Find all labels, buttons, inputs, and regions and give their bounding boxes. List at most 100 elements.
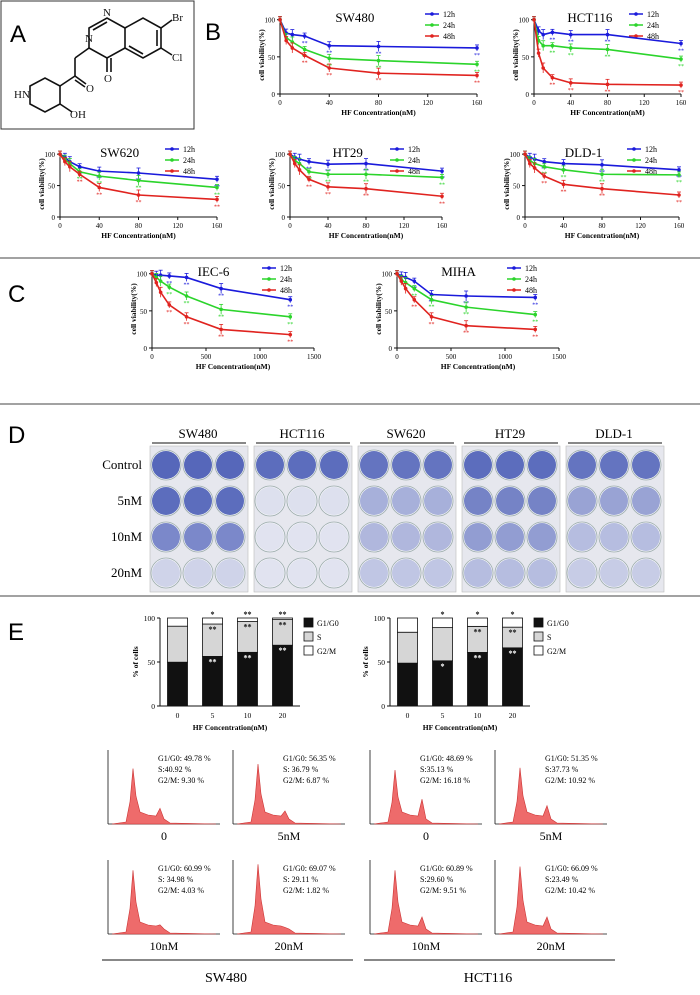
culture-well	[286, 485, 318, 517]
y-axis-label: cell viability(%)	[37, 158, 46, 210]
significance-mark: **	[77, 177, 83, 183]
x-tick-label: 1500	[552, 353, 567, 361]
significance-mark: **	[532, 320, 538, 326]
legend-label-24h: 24h	[183, 156, 195, 165]
data-point	[440, 175, 444, 180]
flow-histogram: G1/G0: 49.78 % S:40.92 % G2/M: 9.30 % 0	[107, 750, 220, 843]
bar-significance: *	[511, 610, 515, 619]
colony-stain	[496, 523, 524, 551]
bar-significance: **	[509, 649, 517, 658]
data-point	[136, 178, 141, 183]
significance-mark: **	[549, 37, 555, 43]
significance-mark: **	[302, 60, 308, 66]
data-point	[600, 186, 604, 191]
colony-stain	[392, 523, 420, 551]
chart-title: HT29	[333, 145, 363, 160]
data-point	[532, 166, 537, 170]
significance-mark: **	[605, 89, 611, 95]
data-point	[292, 161, 297, 166]
significance-mark: **	[326, 51, 332, 57]
legend-label-48h: 48h	[408, 167, 420, 176]
data-point	[376, 44, 381, 49]
data-point	[550, 30, 555, 35]
culture-well	[598, 485, 630, 517]
x-tick-label: 120	[635, 222, 646, 230]
significance-mark: **	[429, 305, 435, 311]
colony-stain	[288, 523, 316, 551]
flow-stat-line: G2/M: 6.87 %	[283, 776, 329, 785]
flow-stat-line: S:37.73 %	[545, 765, 579, 774]
significance-mark: **	[541, 181, 547, 187]
significance-mark: **	[678, 64, 684, 70]
significance-mark: **	[218, 334, 224, 340]
legend-marker-48h	[634, 34, 638, 38]
y-tick-label: 0	[381, 702, 385, 711]
bar-significance: **	[244, 610, 252, 619]
x-tick-label: 0	[58, 222, 62, 230]
flow-histogram: G1/G0: 60.89 % S:29.60 % G2/M: 9.51 % 10nM	[369, 860, 482, 953]
bar-significance: **	[474, 653, 482, 662]
colony-stain	[184, 559, 212, 587]
culture-well	[254, 557, 286, 589]
colony-stain	[320, 559, 348, 587]
legend-swatch-S	[533, 631, 544, 642]
data-point	[568, 46, 573, 50]
x-tick-label: 1000	[253, 353, 268, 361]
colony-stain	[528, 559, 556, 587]
bar-significance: **	[209, 657, 217, 666]
x-tick-label: 20	[279, 711, 287, 720]
culture-well	[318, 521, 350, 553]
y-tick-label: 100	[144, 614, 156, 623]
significance-mark: **	[676, 200, 682, 206]
significance-mark: **	[605, 54, 611, 60]
flow-stat-line: G1/G0: 51.35 %	[545, 754, 598, 763]
data-point	[542, 164, 547, 169]
data-point	[550, 43, 555, 48]
significance-mark: **	[302, 41, 308, 47]
colony-stain	[256, 523, 284, 551]
legend-label-48h: 48h	[647, 32, 659, 41]
data-point	[532, 17, 536, 22]
data-point	[136, 193, 141, 197]
flow-stat-line: G2/M: 10.92 %	[545, 776, 595, 785]
legend-label-12h: 12h	[408, 145, 420, 154]
cl-bond	[160, 47, 173, 56]
panel-b-letter: B	[205, 19, 221, 46]
legend-marker-12h	[632, 147, 636, 151]
significance-mark: **	[166, 310, 172, 316]
flow-histogram: G1/G0: 69.07 % S: 29.11 % G2/M: 1.82 % 20nM	[232, 860, 345, 953]
data-point	[364, 161, 368, 166]
data-point	[184, 315, 189, 319]
y-tick-label: 50	[268, 54, 276, 62]
legend-marker-12h	[512, 266, 516, 270]
data-point	[475, 62, 479, 67]
flow-caption: 10nM	[412, 939, 441, 953]
data-point	[464, 323, 468, 328]
culture-well	[358, 557, 390, 589]
significance-mark: **	[439, 201, 445, 207]
colony-stain	[568, 559, 596, 587]
flow-caption: 5nM	[278, 829, 301, 843]
x-tick-label: 40	[325, 222, 333, 230]
bar-segment-S	[167, 625, 188, 663]
data-point	[542, 159, 547, 164]
flow-caption: 0	[423, 829, 429, 843]
significance-mark: **	[474, 53, 480, 59]
y-tick-label: 50	[140, 308, 148, 316]
x-tick-label: 0	[288, 222, 292, 230]
significance-mark: **	[376, 51, 382, 57]
data-point	[528, 161, 532, 166]
colony-stain	[216, 523, 244, 551]
data-point	[219, 286, 223, 291]
data-point	[97, 174, 102, 178]
legend-label-24h: 24h	[408, 156, 420, 165]
y-axis-label: cell viability(%)	[129, 283, 138, 335]
x-tick-label: 0	[395, 353, 399, 361]
colony-stain	[600, 559, 628, 587]
legend-marker-24h	[170, 158, 174, 162]
culture-well	[566, 485, 598, 517]
data-point	[184, 294, 189, 298]
legend-swatch-S	[303, 631, 314, 642]
